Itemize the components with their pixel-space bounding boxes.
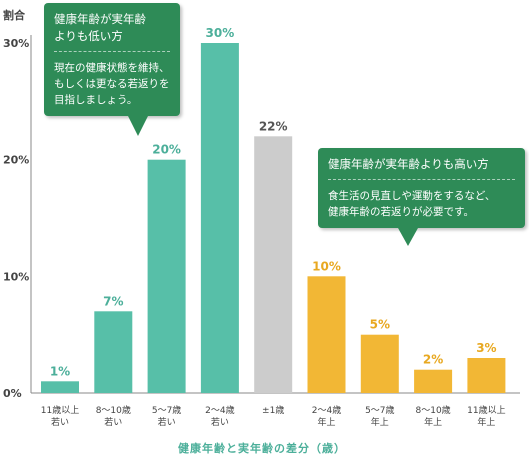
x-axis-title: 健康年齢と実年齢の差分（歳） <box>178 441 346 455</box>
callout-older-body-line: 健康年齢の若返りが必要です。 <box>328 206 474 218</box>
x-tick-label: 11歳以上 <box>467 404 505 416</box>
bar-value-label: 30% <box>206 26 235 40</box>
bar <box>94 311 133 393</box>
value-labels: 1% 7% 20% 30% 22% 10% 5% 2% 3% <box>50 26 497 378</box>
callout-younger-body-line: もしくは更なる若返りを <box>54 78 170 90</box>
callout-older-body: 食生活の見直しや運動をするなど、 健康年齢の若返りが必要です。 <box>318 180 525 228</box>
y-axis-title: 割合 <box>3 8 26 22</box>
x-tick-label: 8～10歳 <box>96 404 131 416</box>
callout-younger-title-line: 健康年齢が実年齢 <box>54 12 146 26</box>
bar <box>41 381 79 393</box>
x-tick-label: ±1歳 <box>262 404 284 416</box>
y-tick-label: 0% <box>3 387 22 400</box>
callout-divider <box>54 51 170 52</box>
bar <box>307 276 346 393</box>
callout-younger: 健康年齢が実年齢 よりも低い方 現在の健康状態を維持、 もしくは更なる若返りを … <box>44 3 180 136</box>
y-tick-label: 20% <box>3 154 29 167</box>
bar <box>360 334 399 393</box>
x-tick-label: 年上 <box>317 416 335 428</box>
callout-older-title-line: 健康年齢が実年齢よりも高い方 <box>328 157 489 171</box>
callout-pointer <box>128 116 148 136</box>
x-tick-label: 5～7歳 <box>152 404 181 416</box>
y-tick-label: 30% <box>3 37 29 50</box>
x-tick-label: 若い <box>211 416 229 428</box>
x-tick-label: 年上 <box>371 416 389 428</box>
bar <box>200 43 239 393</box>
x-tick-label: 若い <box>51 416 69 428</box>
callout-divider <box>328 179 515 180</box>
y-axis-ticks: 0% 10% 20% 30% <box>3 37 29 400</box>
x-tick-label: 11歳以上 <box>41 404 79 416</box>
callout-younger-title: 健康年齢が実年齢 よりも低い方 <box>44 3 180 51</box>
bar-value-label: 5% <box>370 318 390 332</box>
bar-value-label: 1% <box>50 364 70 378</box>
x-tick-label: 年上 <box>477 416 495 428</box>
bar-value-label: 2% <box>423 353 443 367</box>
bar-value-label: 20% <box>152 143 181 157</box>
callout-younger-body-line: 目指しましょう。 <box>54 94 138 106</box>
bar-value-label: 22% <box>259 119 288 133</box>
bar-value-label: 10% <box>312 259 341 273</box>
callout-younger-title-line: よりも低い方 <box>54 29 123 43</box>
bar-value-label: 3% <box>476 341 496 355</box>
callout-pointer <box>398 228 418 246</box>
bar <box>467 358 506 393</box>
x-tick-label: 若い <box>104 416 122 428</box>
x-tick-label: 年上 <box>424 416 442 428</box>
bar <box>414 369 453 393</box>
x-tick-label: 若い <box>158 416 176 428</box>
callout-younger-body-line: 現在の健康状態を維持、 <box>54 62 170 74</box>
x-tick-label: 2～4歳 <box>312 404 341 416</box>
bars <box>41 43 506 394</box>
callout-older: 健康年齢が実年齢よりも高い方 食生活の見直しや運動をするなど、 健康年齢の若返り… <box>318 148 525 246</box>
x-tick-label: 5～7歳 <box>365 404 394 416</box>
y-tick-label: 10% <box>3 270 29 283</box>
callout-older-body-line: 食生活の見直しや運動をするなど、 <box>328 190 496 202</box>
bar <box>147 159 186 393</box>
bar <box>254 136 293 394</box>
x-tick-label: 8～10歳 <box>416 404 451 416</box>
callout-younger-body: 現在の健康状態を維持、 もしくは更なる若返りを 目指しましょう。 <box>44 52 180 116</box>
bar-value-label: 7% <box>103 294 123 308</box>
callout-older-title: 健康年齢が実年齢よりも高い方 <box>318 148 525 179</box>
x-tick-label: 2～4歳 <box>205 404 234 416</box>
